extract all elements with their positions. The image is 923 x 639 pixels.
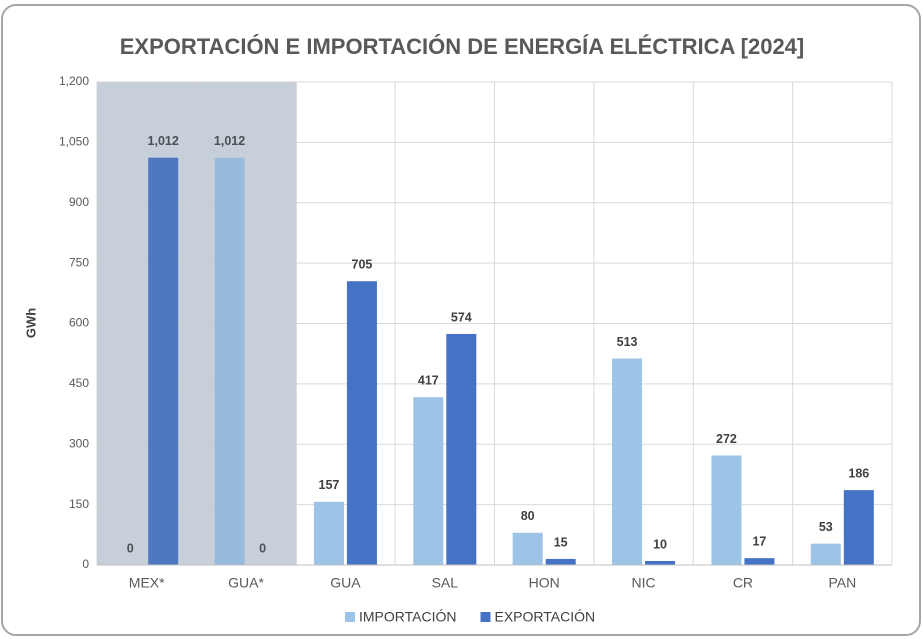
bar bbox=[214, 157, 245, 566]
y-tick-label: 900 bbox=[69, 195, 89, 209]
data-label: 1,012 bbox=[148, 134, 179, 148]
shaded-overlay bbox=[97, 82, 296, 565]
bar bbox=[346, 281, 377, 565]
data-label: 513 bbox=[617, 335, 638, 349]
x-tick-label: SAL bbox=[432, 575, 459, 591]
legend-swatch bbox=[345, 612, 355, 622]
bar bbox=[413, 397, 444, 565]
y-tick-label: 0 bbox=[82, 557, 89, 571]
data-label: 53 bbox=[819, 520, 833, 534]
data-label: 272 bbox=[716, 432, 737, 446]
bar bbox=[313, 501, 344, 565]
x-tick-label: PAN bbox=[828, 575, 856, 591]
data-label: 1,012 bbox=[214, 134, 245, 148]
data-label: 15 bbox=[554, 535, 568, 549]
bar bbox=[645, 560, 676, 565]
y-tick-label: 300 bbox=[69, 436, 89, 450]
data-label: 417 bbox=[418, 373, 439, 387]
y-tick-label: 450 bbox=[69, 376, 89, 390]
x-tick-label: HON bbox=[529, 575, 560, 591]
bar bbox=[843, 490, 874, 565]
y-tick-label: 1,200 bbox=[59, 74, 89, 88]
data-label: 705 bbox=[352, 258, 373, 272]
bar bbox=[711, 455, 742, 565]
x-tick-label: GUA bbox=[330, 575, 361, 591]
legend-label: IMPORTACIÓN bbox=[359, 609, 457, 625]
y-tick-label: 600 bbox=[69, 316, 89, 330]
bar bbox=[148, 157, 179, 566]
y-tick-label: 750 bbox=[69, 255, 89, 269]
data-label: 10 bbox=[653, 537, 667, 551]
chart-title: EXPORTACIÓN E IMPORTACIÓN DE ENERGÍA ELÉ… bbox=[120, 34, 805, 59]
bar bbox=[545, 558, 576, 565]
bar bbox=[810, 543, 841, 565]
x-tick-label: NIC bbox=[632, 575, 656, 591]
data-label: 186 bbox=[848, 466, 869, 480]
y-axis-label: GWh bbox=[23, 308, 38, 338]
y-tick-label: 1,050 bbox=[59, 135, 89, 149]
legend-swatch bbox=[480, 612, 491, 622]
bar bbox=[744, 558, 775, 565]
data-label: 0 bbox=[127, 541, 134, 555]
x-tick-label: GUA* bbox=[228, 575, 264, 591]
bar bbox=[612, 358, 643, 565]
data-label: 574 bbox=[451, 310, 472, 324]
data-label: 80 bbox=[521, 509, 535, 523]
data-label: 157 bbox=[319, 478, 340, 492]
data-label: 17 bbox=[752, 534, 766, 548]
bar bbox=[446, 333, 477, 565]
y-tick-label: 150 bbox=[69, 497, 89, 511]
legend-label: EXPORTACIÓN bbox=[495, 609, 596, 625]
x-tick-label: CR bbox=[733, 575, 753, 591]
data-label: 0 bbox=[259, 541, 266, 555]
bar bbox=[512, 532, 543, 565]
x-tick-label: MEX* bbox=[129, 575, 165, 591]
